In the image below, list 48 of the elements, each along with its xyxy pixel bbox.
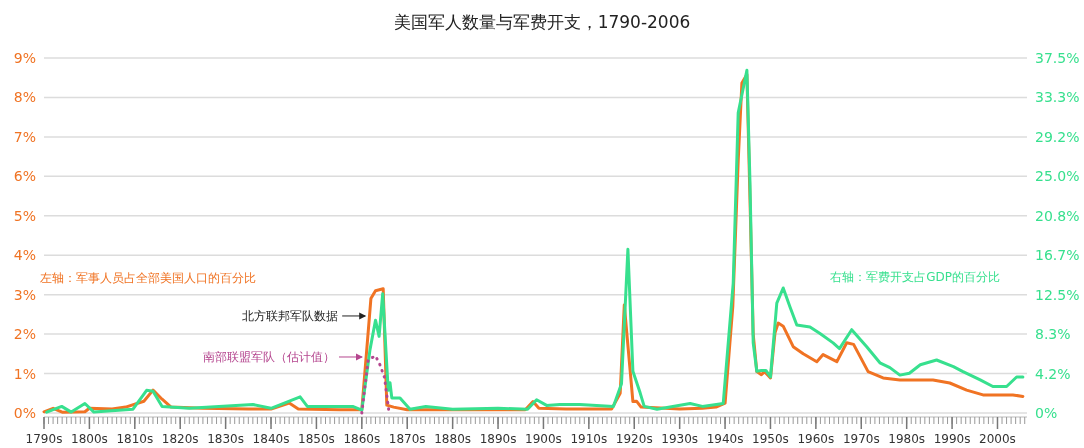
y-tick-label: 3% (13, 286, 36, 303)
y-tick-label: 6% (13, 168, 36, 185)
y2-tick-label: 8.3% (1035, 326, 1071, 343)
x-tick-label: 1860s (343, 432, 381, 446)
x-tick-label: 1870s (388, 432, 426, 446)
line-series (360, 354, 391, 415)
y2-tick-label: 25.0% (1035, 168, 1080, 185)
x-tick-label: 1900s (525, 432, 562, 446)
y2-tick-label: 29.2% (1035, 128, 1080, 145)
y-tick-label: 0% (13, 405, 36, 421)
y2-tick-label: 16.7% (1035, 247, 1080, 264)
y2-tick-label: 33.3% (1035, 89, 1080, 106)
x-tick-label: 1990s (933, 432, 971, 446)
y-tick-label: 4% (13, 247, 36, 264)
x-tick-label: 1890s (479, 432, 517, 446)
x-tick-label: 1880s (434, 432, 472, 446)
x-tick-label: 1910s (570, 432, 608, 446)
x-tick-label: 1950s (752, 432, 789, 446)
annotation: 北方联邦军队数据 (242, 308, 339, 323)
y-tick-label: 9% (13, 50, 36, 66)
x-tick-label: 1920s (615, 432, 653, 446)
x-tick-label: 1830s (207, 432, 245, 446)
x-tick-label: 2000s (979, 432, 1016, 446)
x-tick-label: 1940s (706, 432, 744, 446)
x-tick-label: 1810s (116, 432, 154, 446)
y-tick-label: 1% (13, 365, 36, 382)
x-tick-label: 1790s (25, 432, 63, 446)
x-tick-label: 1960s (797, 432, 835, 446)
y2-tick-label: 20.8% (1035, 207, 1080, 224)
annotation: 南部联盟军队（估计值） (203, 349, 336, 364)
y-tick-label: 7% (13, 128, 36, 145)
x-tick-label: 1980s (888, 432, 926, 446)
y2-tick-label: 4.2% (1035, 365, 1071, 382)
annotation: 左轴：军事人员占全部美国人口的百分比 (40, 271, 256, 285)
x-tick-label: 1840s (252, 432, 290, 446)
x-tick-label: 1800s (71, 432, 108, 446)
y2-tick-label: 0% (1035, 405, 1058, 421)
x-tick-label: 1930s (661, 432, 699, 446)
x-tick-label: 1970s (842, 432, 880, 446)
y-tick-label: 2% (13, 326, 36, 343)
x-tick-label: 1850s (298, 432, 335, 446)
y2-tick-label: 12.5% (1035, 286, 1080, 303)
x-tick-label: 1820s (161, 432, 199, 446)
chart-title: 美国军人数量与军费开支，1790-2006 (393, 12, 691, 32)
y-tick-label: 8% (13, 89, 36, 106)
y-tick-label: 5% (13, 207, 36, 224)
y2-tick-label: 37.5% (1035, 50, 1080, 66)
annotation: 右轴：军费开支占GDP的百分比 (830, 270, 1000, 284)
